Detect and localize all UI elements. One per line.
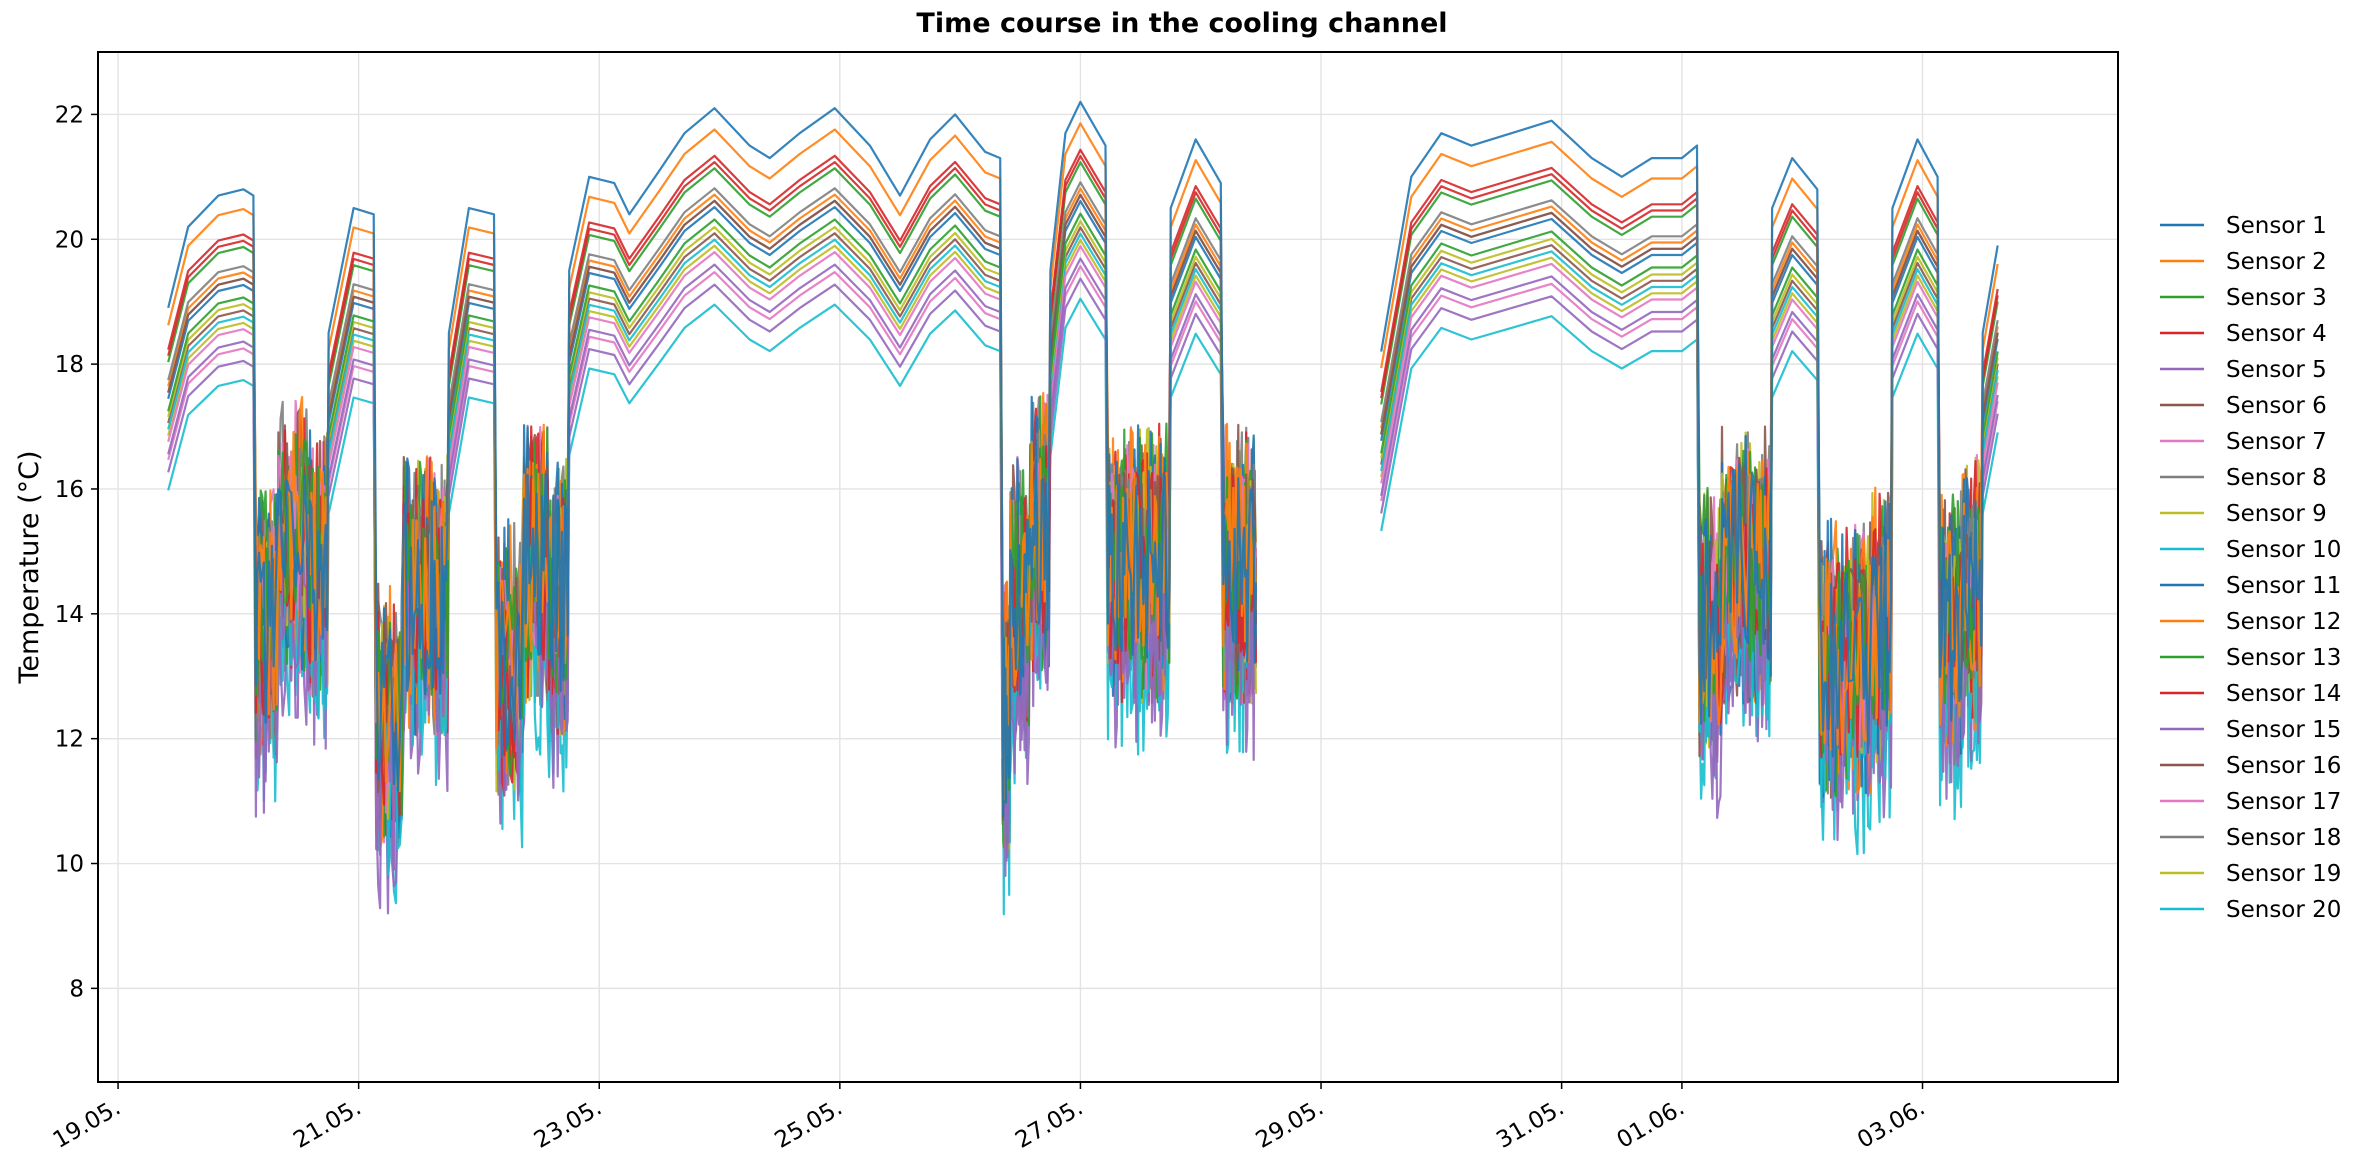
y-tick-label: 10 xyxy=(55,852,84,878)
legend-label: Sensor 18 xyxy=(2226,825,2341,851)
series-line-sensor-1 xyxy=(167,100,1999,818)
y-tick-label: 8 xyxy=(69,976,84,1002)
y-tick-label: 12 xyxy=(55,727,84,753)
y-tick-label: 20 xyxy=(55,227,84,253)
y-axis-label: Temperature (°C) xyxy=(14,450,45,684)
legend-label: Sensor 6 xyxy=(2226,393,2327,419)
x-tick-label: 19.05. xyxy=(49,1095,125,1154)
legend-label: Sensor 14 xyxy=(2226,681,2341,707)
y-tick-label: 14 xyxy=(55,602,84,628)
x-tick-label: 23.05. xyxy=(530,1095,606,1154)
legend-label: Sensor 1 xyxy=(2226,213,2327,239)
legend-label: Sensor 16 xyxy=(2226,753,2341,779)
legend-label: Sensor 9 xyxy=(2226,501,2327,527)
legend-label: Sensor 17 xyxy=(2226,789,2341,815)
x-tick-label: 03.06. xyxy=(1853,1095,1929,1154)
y-axis-ticks: 8 10 12 14 16 18 20 22 xyxy=(55,102,98,1002)
y-tick-label: 16 xyxy=(55,477,84,503)
legend-label: Sensor 15 xyxy=(2226,717,2341,743)
legend-label: Sensor 4 xyxy=(2226,321,2327,347)
chart-title: Time course in the cooling channel xyxy=(916,8,1447,39)
y-tick-label: 18 xyxy=(55,352,84,378)
legend-label: Sensor 20 xyxy=(2226,897,2341,923)
legend-label: Sensor 13 xyxy=(2226,645,2341,671)
legend-label: Sensor 7 xyxy=(2226,429,2327,455)
legend-label: Sensor 5 xyxy=(2226,357,2327,383)
x-tick-label: 27.05. xyxy=(1011,1095,1087,1154)
legend: Sensor 1 Sensor 2 Sensor 3 Sensor 4 Sensor 5… xyxy=(2160,213,2341,923)
legend-label: Sensor 3 xyxy=(2226,285,2327,311)
plot-frame xyxy=(97,51,2119,1083)
x-tick-label: 01.06. xyxy=(1613,1095,1689,1154)
series-lines xyxy=(167,100,1999,916)
legend-label: Sensor 11 xyxy=(2226,573,2341,599)
legend-label: Sensor 10 xyxy=(2226,537,2341,563)
y-tick-label: 22 xyxy=(55,102,84,128)
x-tick-label: 25.05. xyxy=(770,1095,846,1154)
x-tick-label: 31.05. xyxy=(1492,1095,1568,1154)
legend-label: Sensor 2 xyxy=(2226,249,2327,275)
legend-label: Sensor 12 xyxy=(2226,609,2341,635)
x-tick-label: 29.05. xyxy=(1252,1095,1328,1154)
x-tick-label: 21.05. xyxy=(289,1095,365,1154)
x-axis-ticks: 19.05. 21.05. 23.05. 25.05. 27.05. 29.05. 31.0… xyxy=(49,1082,1930,1154)
legend-label: Sensor 19 xyxy=(2226,861,2341,887)
legend-label: Sensor 8 xyxy=(2226,465,2327,491)
